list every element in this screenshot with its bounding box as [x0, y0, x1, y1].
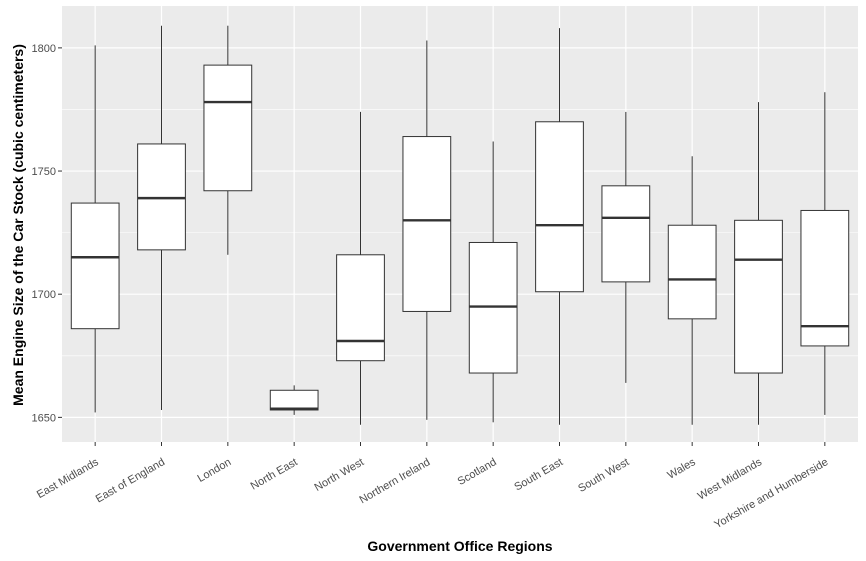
x-tick-label: Wales — [666, 456, 699, 482]
x-tick-label: South East — [512, 456, 565, 493]
box-wales — [667, 156, 717, 425]
box — [402, 136, 452, 312]
box — [601, 185, 651, 283]
box — [800, 209, 850, 347]
y-tick-label: 1650 — [32, 412, 56, 424]
box-east-midlands — [70, 45, 120, 413]
box-northern-ireland — [402, 40, 452, 420]
x-tick-label: North West — [313, 456, 366, 494]
box — [734, 219, 783, 374]
box-south-west — [601, 111, 651, 383]
y-tick-label: 1800 — [32, 43, 56, 55]
box-east-of-england — [137, 25, 186, 410]
y-axis-title: Mean Engine Size of the Car Stock (cubic… — [10, 44, 26, 406]
plot-panel — [62, 6, 858, 442]
box-yorkshire-and-humberside — [800, 92, 850, 415]
x-tick-label: Scotland — [456, 456, 499, 488]
box — [468, 241, 518, 374]
box-scotland — [468, 141, 518, 423]
box — [535, 121, 584, 293]
x-tick-label: East Midlands — [35, 456, 101, 501]
box-south-east — [535, 28, 584, 425]
x-tick-label: Northern Ireland — [357, 456, 432, 506]
x-tick-label: East of England — [94, 456, 167, 505]
box-north-east — [269, 385, 319, 415]
box — [203, 64, 253, 192]
y-tick-label: 1700 — [32, 289, 56, 301]
x-tick-label: South West — [576, 456, 631, 495]
box-north-west — [336, 111, 385, 425]
x-tick-label: North East — [249, 456, 300, 492]
box — [336, 254, 385, 362]
x-tick-label: West Midlands — [696, 456, 765, 503]
box — [70, 202, 120, 330]
y-tick-label: 1750 — [32, 166, 56, 178]
x-tick-label: Yorkshire and Humberside — [712, 456, 830, 531]
box — [137, 143, 186, 251]
box-london — [203, 25, 253, 255]
y-axis: 1650 1700 1750 1800 — [32, 43, 62, 424]
box-west-midlands — [734, 102, 783, 425]
x-axis-title: Government Office Regions — [367, 538, 552, 554]
box-series — [70, 25, 850, 425]
box — [269, 389, 319, 411]
x-tick-label: London — [196, 456, 234, 485]
box — [667, 224, 717, 320]
